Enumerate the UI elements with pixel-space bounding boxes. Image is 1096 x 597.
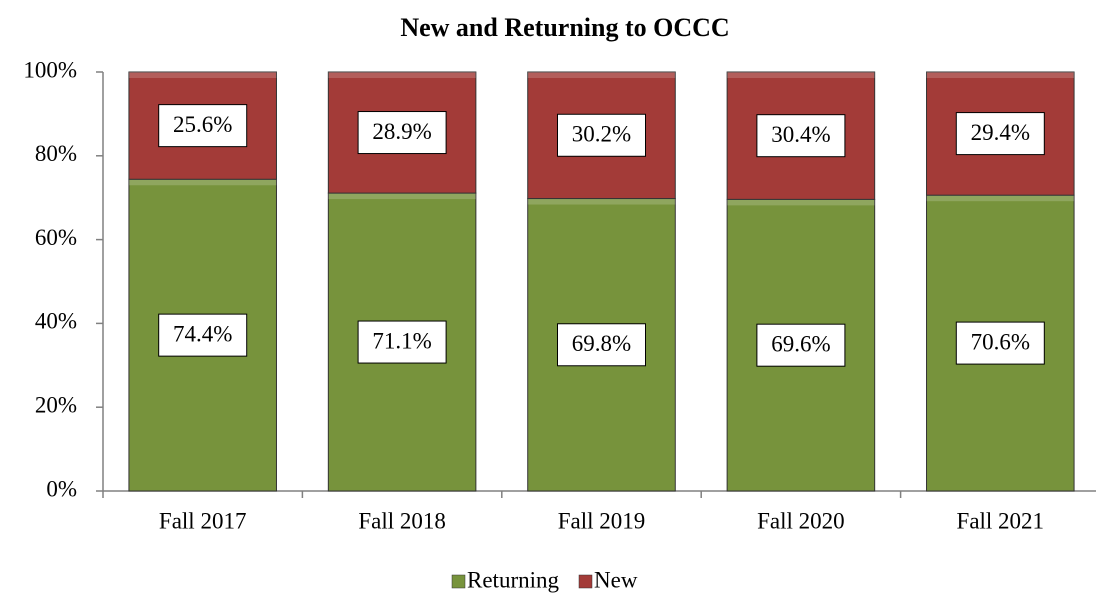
bar-bevel [128,179,277,186]
value-label: 74.4% [173,321,232,346]
value-label-box [158,313,248,357]
bar-bevel [727,199,875,206]
bar-bevel [328,72,476,78]
bar-bevel [128,72,277,78]
bar-bevel [328,193,476,200]
value-label-box [756,323,846,367]
x-tick-label: Fall 2019 [558,508,646,533]
chart-title: New and Returning to OCCC [400,13,729,42]
legend-label: New [594,567,638,592]
value-label: 25.6% [173,112,232,137]
value-label-box [557,113,646,157]
bar-bevel [527,198,676,205]
legend-label: Returning [467,567,559,592]
bar-segment [128,71,277,180]
bar-bevel [527,72,676,78]
legend-swatch [451,574,466,589]
bar-segment [926,71,1075,196]
value-label-box [756,114,846,158]
y-tick-label: 0% [46,476,77,501]
x-tick-label: Fall 2017 [159,508,247,533]
legend-swatch [578,574,593,589]
bar-bevel [926,195,1075,202]
y-tick-label: 40% [35,309,77,334]
value-label: 30.2% [572,122,631,147]
y-tick-label: 60% [35,225,77,250]
value-label: 30.4% [771,122,830,147]
value-label: 71.1% [372,328,431,353]
x-tick-label: Fall 2020 [757,508,845,533]
value-label-box [158,104,248,148]
value-label-box [357,111,447,155]
x-tick-label: Fall 2021 [957,508,1045,533]
value-label-box [955,112,1045,156]
value-label: 29.4% [971,120,1030,145]
y-tick-label: 80% [35,141,77,166]
y-tick-label: 20% [35,392,77,417]
value-label: 28.9% [372,119,431,144]
value-label: 69.6% [771,331,830,356]
value-label-box [955,321,1045,365]
value-label: 70.6% [971,329,1030,354]
x-tick-label: Fall 2018 [358,508,446,533]
value-label: 69.8% [572,331,631,356]
value-label-box [557,323,646,367]
value-label-box [357,320,447,364]
y-tick-label: 100% [23,57,77,82]
bar-bevel [926,72,1075,78]
bar-bevel [727,72,875,78]
